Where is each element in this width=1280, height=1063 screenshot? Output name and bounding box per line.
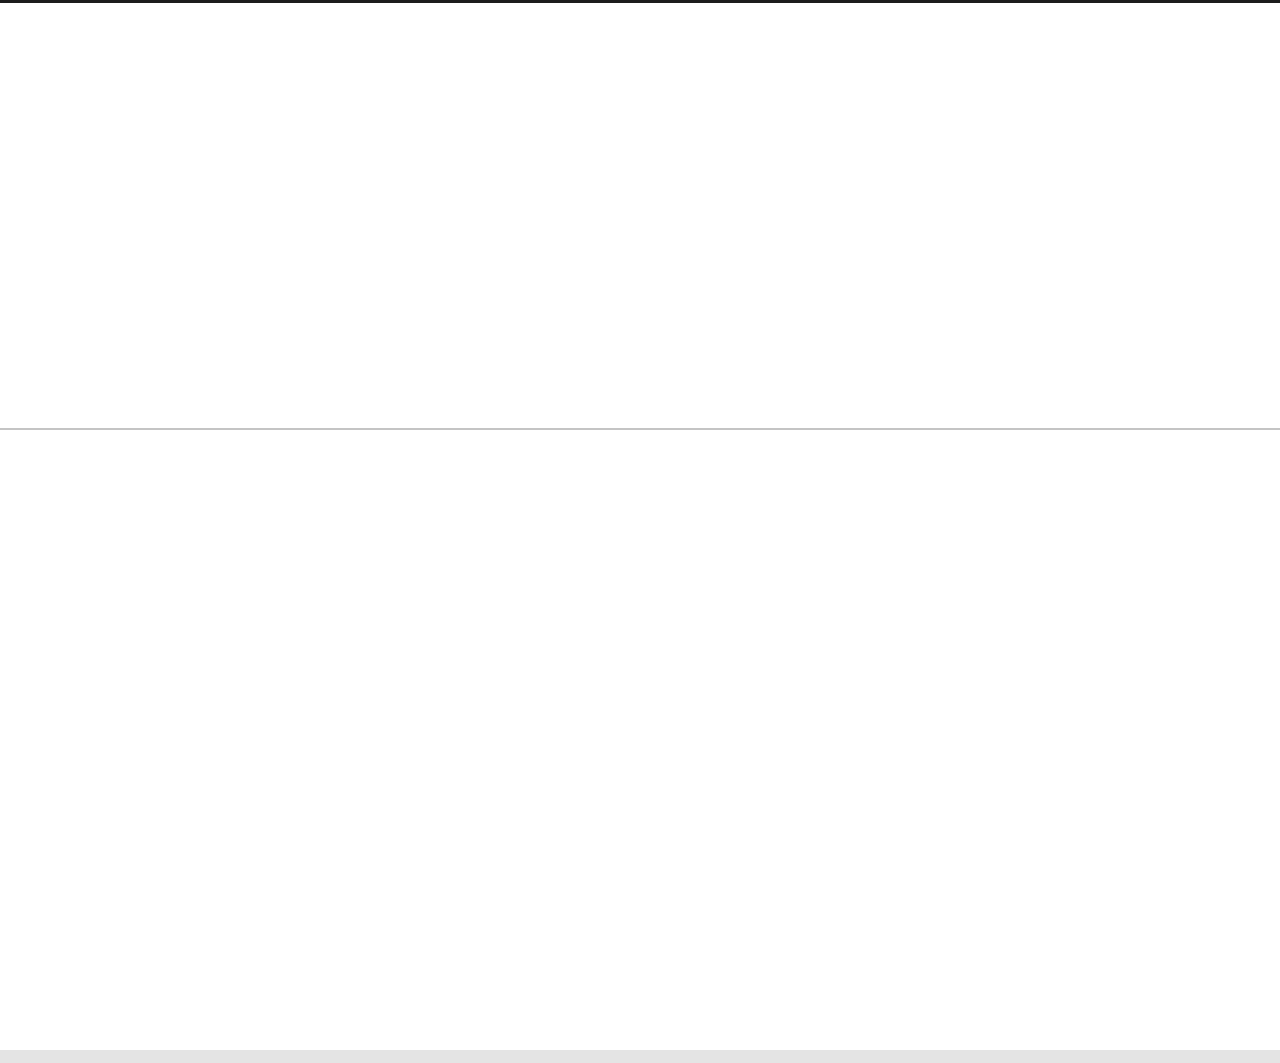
britains-fleet-area-chart bbox=[0, 518, 1280, 1038]
section-divider bbox=[0, 428, 1280, 430]
bottom-border bbox=[0, 1050, 1280, 1063]
top-border bbox=[0, 0, 1280, 3]
